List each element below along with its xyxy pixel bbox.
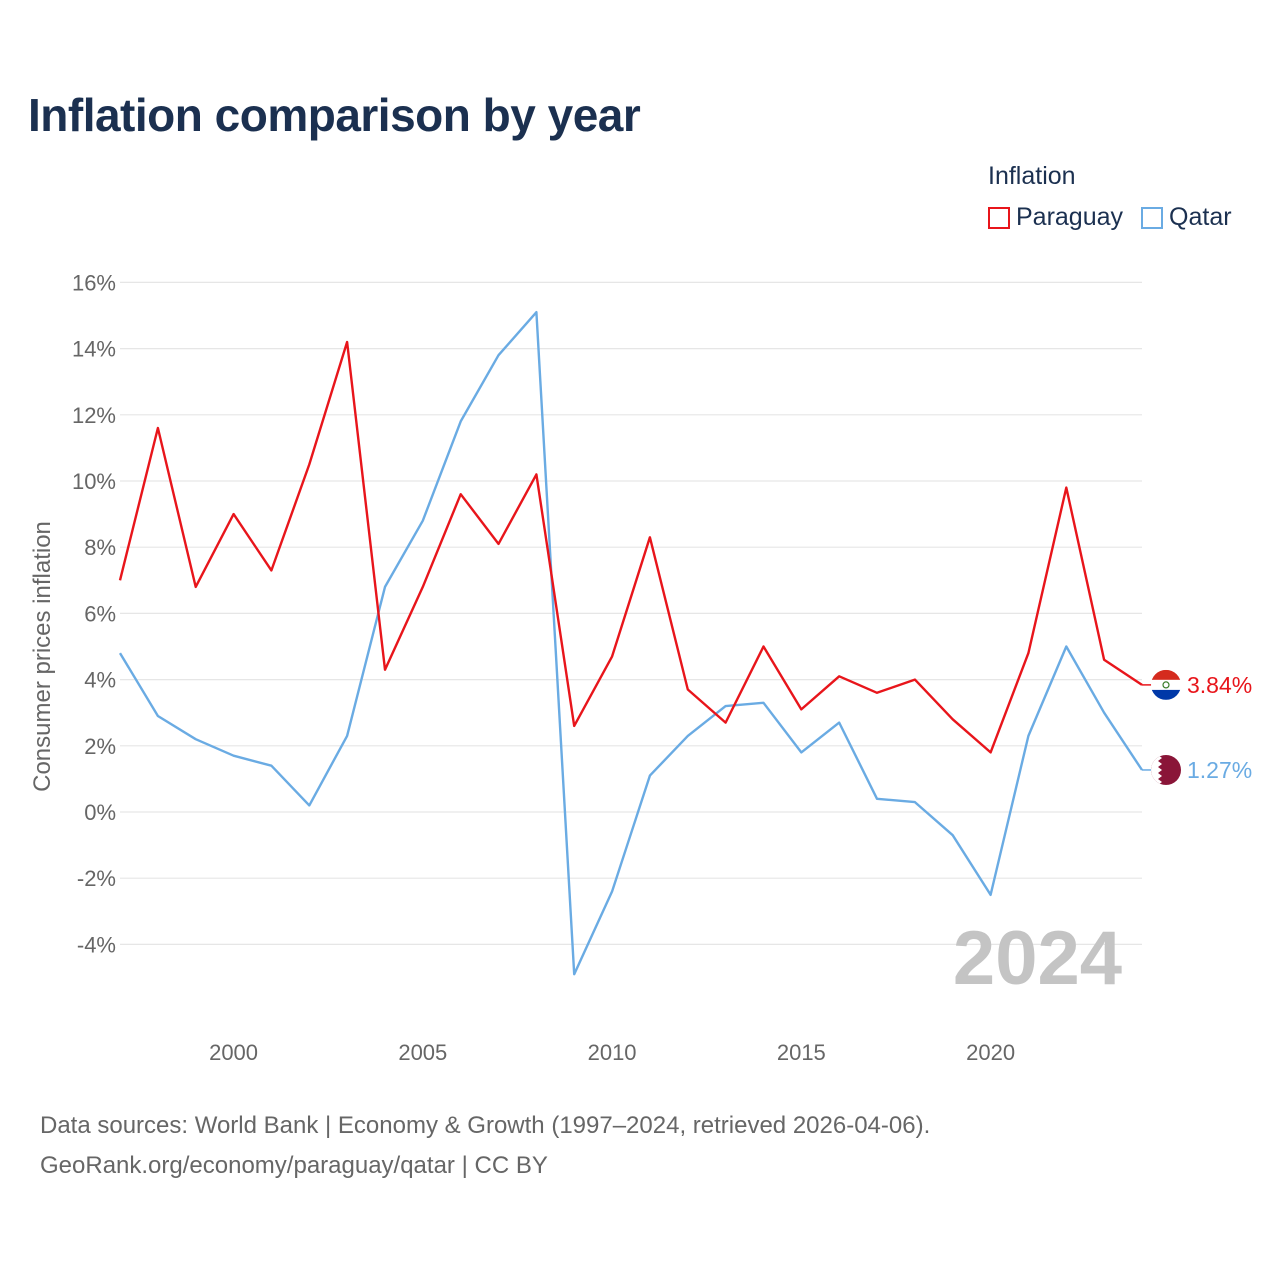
chart-title: Inflation comparison by year [28, 89, 641, 141]
x-tick-label: 2010 [588, 1040, 637, 1065]
flag-paraguay-icon [1151, 669, 1181, 700]
y-tick-label: 16% [72, 270, 116, 295]
x-tick-label: 2020 [966, 1040, 1015, 1065]
year-watermark: 2024 [953, 916, 1122, 1001]
grid [120, 281, 1142, 946]
series-line-paraguay [118, 340, 1143, 754]
legend: Inflation Paraguay Qatar [988, 162, 1232, 232]
source-line-1: Data sources: World Bank | Economy & Gro… [40, 1112, 931, 1139]
y-tick-label: 10% [72, 469, 116, 494]
y-axis-label: Consumer prices inflation [29, 521, 56, 792]
legend-swatch-qatar [1141, 206, 1164, 229]
x-tick-label: 2000 [209, 1040, 258, 1065]
y-axis-ticks: 16% 14% 12% 10% 8% 6% 4% 2% 0% -2% -4% [72, 270, 116, 957]
y-tick-label: 14% [72, 337, 116, 362]
y-tick-label: 4% [84, 668, 116, 693]
y-tick-label: 6% [84, 601, 116, 626]
source-note: Data sources: World Bank | Economy & Gro… [40, 1106, 930, 1186]
y-tick-label: 0% [84, 800, 116, 825]
y-tick-label: 2% [84, 734, 116, 759]
series-line-qatar [118, 311, 1144, 976]
legend-label-qatar: Qatar [1169, 203, 1232, 231]
x-tick-label: 2015 [777, 1040, 826, 1065]
y-tick-label: -2% [77, 866, 116, 891]
legend-label-paraguay: Paraguay [1016, 203, 1124, 231]
y-tick-label: -4% [77, 932, 116, 957]
y-tick-label: 12% [72, 403, 116, 428]
legend-item-qatar[interactable]: Qatar [1141, 203, 1232, 232]
end-value-paraguay: 3.84% [1187, 672, 1252, 698]
legend-swatch-paraguay [988, 206, 1010, 229]
legend-item-paraguay[interactable]: Paraguay [988, 203, 1123, 232]
x-tick-label: 2005 [398, 1040, 447, 1065]
end-value-qatar: 1.27% [1187, 757, 1252, 783]
legend-title: Inflation [988, 162, 1076, 190]
end-labels: 3.84% 1.27% [1142, 669, 1252, 785]
y-tick-label: 8% [84, 535, 116, 560]
x-axis-ticks: 2000 2005 2010 2015 2020 [209, 1040, 1015, 1065]
flag-qatar-icon [1151, 754, 1181, 785]
source-line-2[interactable]: GeoRank.org/economy/paraguay/qatar | CC … [40, 1152, 548, 1179]
series-lines [118, 311, 1144, 976]
